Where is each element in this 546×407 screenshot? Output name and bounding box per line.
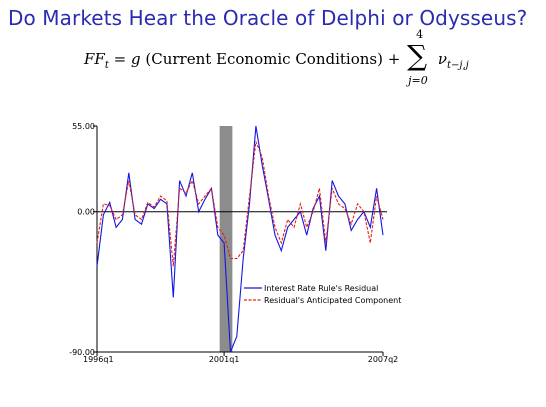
equation-lhs-subscript: t: [104, 60, 109, 71]
summation-lower-limit: j=0: [408, 74, 428, 87]
slide-title: Do Markets Hear the Oracle of Delphi or …: [8, 6, 528, 30]
summation-sign: ∑: [407, 39, 428, 72]
shaded-region: [219, 126, 233, 352]
x-tick-label: 2007q2: [368, 355, 399, 364]
y-tick-label: -90.00: [69, 348, 95, 357]
x-tick-label: 1996q1: [83, 355, 114, 364]
series-line-anticipated: [96, 141, 384, 267]
equation-plus: +: [387, 50, 401, 68]
summation: 4 ∑ j=0: [407, 28, 431, 87]
equation-equals: =: [113, 50, 127, 68]
y-tick-label: 55.00: [72, 122, 95, 131]
legend-label-residual: Interest Rate Rule's Residual: [264, 284, 378, 293]
equation-lhs: FF: [84, 50, 105, 68]
equation-term: ν: [437, 50, 447, 68]
legend-label-anticipated: Residual's Anticipated Component: [264, 296, 401, 305]
y-tick-label: 0.00: [77, 208, 95, 217]
equation-term-subscript: t−j,j: [447, 60, 469, 71]
x-tick-label: 2001q1: [209, 355, 240, 364]
equation-argument: (Current Economic Conditions): [145, 50, 383, 68]
equation-function: g: [131, 50, 141, 68]
summation-upper-limit: 4: [416, 28, 424, 41]
series-line-residual: [96, 125, 384, 353]
equation: FFt = g (Current Economic Conditions) + …: [84, 28, 469, 87]
